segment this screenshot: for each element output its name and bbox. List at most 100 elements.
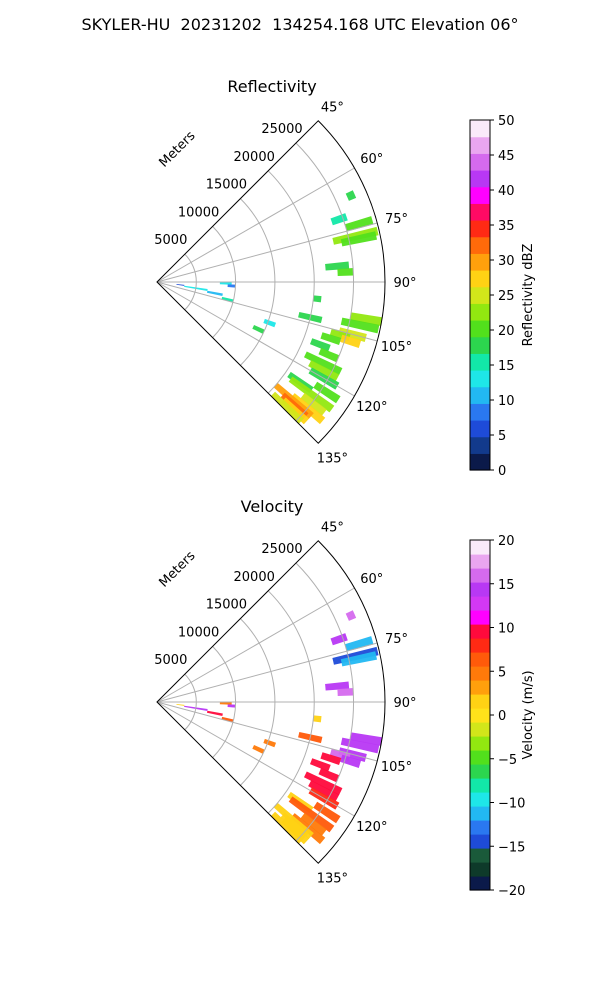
radar-echo (308, 360, 340, 382)
colorbar-tick-label: 45 (498, 149, 515, 164)
colorbar-segment (470, 792, 490, 807)
azimuth-tick-label: 75° (385, 212, 408, 227)
colorbar-segment (470, 750, 490, 765)
panel-title: Reflectivity (227, 77, 316, 96)
colorbar-segment (470, 353, 490, 371)
azimuth-tick-label: 120° (356, 820, 387, 835)
colorbar-segment (470, 778, 490, 793)
colorbar-segment (470, 386, 490, 404)
range-tick-label: 25000 (261, 122, 302, 137)
radar-echo (227, 704, 236, 708)
colorbar-segment (470, 540, 490, 555)
azimuth-tick-label: 60° (360, 152, 383, 167)
radar-echo (325, 261, 350, 271)
radar-echo (176, 284, 185, 286)
azimuth-tick-label: 90° (393, 276, 416, 291)
colorbar-segment (470, 722, 490, 737)
azimuth-tick-label: 135° (317, 871, 348, 886)
colorbar-tick-label: 5 (498, 429, 506, 444)
radar-echo (345, 610, 357, 621)
colorbar-segment (470, 203, 490, 221)
colorbar-segment (470, 582, 490, 597)
radar-echo (318, 767, 340, 783)
colorbar-tick-label: 35 (498, 219, 515, 234)
colorbar-segment (470, 610, 490, 625)
radar-echo (288, 796, 335, 833)
range-tick-label: 15000 (206, 178, 247, 193)
colorbar-segment (470, 186, 490, 204)
colorbar-segment (470, 806, 490, 821)
colorbar-segment (470, 638, 490, 653)
range-tick-label: 10000 (178, 205, 219, 220)
colorbar-segment (470, 170, 490, 188)
azimuth-tick-label: 105° (381, 340, 412, 355)
colorbar-tick-label: 10 (498, 394, 515, 409)
colorbar-segment (470, 834, 490, 849)
colorbar-tick-label: 0 (498, 464, 506, 479)
colorbar-segment (470, 420, 490, 438)
colorbar-segment (470, 596, 490, 611)
azimuth-tick-label: 75° (385, 632, 408, 647)
azimuth-tick-label: 45° (321, 101, 344, 116)
radar-echo (337, 687, 354, 697)
radar-echo (263, 318, 277, 328)
azimuth-gridline (156, 642, 378, 703)
radar-echo (313, 381, 341, 404)
reflectivity-panel: Reflectivity Meters Reflectivity dBZ 45°… (154, 77, 536, 479)
radar-echo (300, 392, 327, 416)
colorbar-label: Velocity (m/s) (521, 670, 536, 759)
radar-echo (313, 295, 322, 303)
radial-axis-label: Meters (157, 548, 199, 590)
colorbar-segment (470, 764, 490, 779)
radar-echo (219, 701, 232, 705)
range-tick-label: 10000 (178, 625, 219, 640)
colorbar-tick-label: −10 (498, 797, 525, 812)
radar-echo (221, 296, 234, 303)
colorbar-segment (470, 453, 490, 471)
azimuth-tick-label: 45° (321, 521, 344, 536)
sector-frame (156, 540, 386, 864)
colorbar-segment (470, 320, 490, 338)
radar-echo (300, 812, 327, 836)
range-tick-label: 25000 (261, 542, 302, 557)
radar-echo (252, 745, 265, 754)
colorbar-segment (470, 436, 490, 454)
radar-echo (330, 633, 348, 646)
range-tick-label: 5000 (154, 233, 187, 248)
colorbar-segment (470, 652, 490, 667)
range-tick-label: 15000 (206, 598, 247, 613)
radar-echo (320, 752, 342, 766)
radar-echo (345, 190, 357, 201)
radar-echo (288, 376, 335, 413)
azimuth-tick-label: 60° (360, 572, 383, 587)
radar-echo (270, 391, 304, 425)
azimuth-gridline (156, 701, 355, 817)
colorbar-segment (470, 236, 490, 254)
azimuth-tick-label: 90° (393, 696, 416, 711)
colorbar-segment (470, 820, 490, 835)
colorbar-tick-label: 30 (498, 254, 515, 269)
radar-echo (313, 715, 322, 723)
radar-echo (309, 338, 331, 352)
colorbar-segment (470, 554, 490, 569)
colorbar-segment (470, 403, 490, 421)
range-tick-label: 20000 (234, 570, 275, 585)
azimuth-gridline (156, 281, 355, 397)
colorbar-label: Reflectivity dBZ (521, 244, 536, 347)
colorbar-segment (470, 370, 490, 388)
radar-echo (340, 737, 380, 754)
colorbar-tick-label: 50 (498, 114, 515, 129)
colorbar-tick-label: −15 (498, 840, 525, 855)
colorbar-segment (470, 862, 490, 877)
azimuth-tick-label: 135° (317, 451, 348, 466)
radar-echo (344, 636, 374, 652)
radar-echo (349, 312, 383, 326)
radar-echo (325, 681, 350, 691)
radar-echo (227, 284, 236, 288)
colorbar-segment (470, 666, 490, 681)
colorbar-tick-label: 20 (498, 324, 515, 339)
colorbar-tick-label: 40 (498, 184, 515, 199)
colorbar-segment (470, 736, 490, 751)
panel-title: Velocity (241, 497, 304, 516)
velocity-panel: Velocity Meters Velocity (m/s) 45° 60° 75°… (154, 497, 536, 899)
